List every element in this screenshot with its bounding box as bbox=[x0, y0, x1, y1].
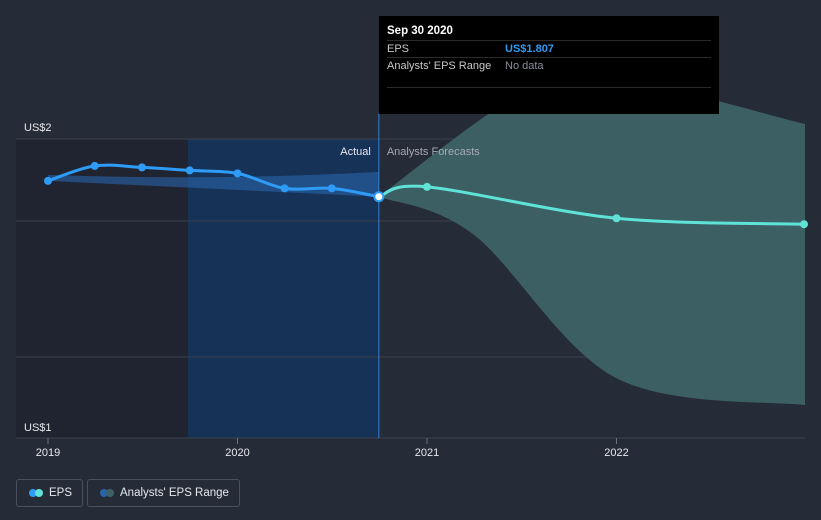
eps-points bbox=[44, 161, 808, 229]
eps-point bbox=[280, 184, 289, 193]
tooltip-eps-row: EPS US$1.807 bbox=[387, 40, 711, 58]
y-tick-label: US$1 bbox=[24, 422, 52, 434]
eps-point bbox=[137, 163, 146, 172]
legend-range-swatch-icon bbox=[100, 489, 114, 497]
eps-current-point bbox=[373, 191, 385, 203]
tooltip-date: Sep 30 2020 bbox=[387, 25, 453, 37]
legend-eps-range[interactable]: Analysts' EPS Range bbox=[87, 479, 240, 507]
eps-point bbox=[233, 169, 242, 178]
legend-eps-swatch-icon bbox=[29, 489, 43, 497]
x-tick-label: 2022 bbox=[604, 447, 628, 459]
forecast-region-label: Analysts Forecasts bbox=[387, 146, 480, 158]
legend-eps-label: EPS bbox=[49, 487, 73, 499]
legend-eps[interactable]: EPS bbox=[16, 479, 84, 507]
actual-region-label: Actual bbox=[340, 146, 371, 158]
eps-forecast-point bbox=[800, 220, 808, 229]
tooltip-range-row: Analysts' EPS Range No data bbox=[387, 57, 711, 75]
tooltip-range-value: No data bbox=[505, 60, 544, 72]
axis-labels: US$2 US$1 2019 2020 2021 2022 bbox=[24, 122, 629, 459]
eps-point bbox=[327, 184, 336, 193]
forecast-range-band bbox=[378, 76, 805, 406]
eps-forecast-point bbox=[612, 214, 621, 223]
x-tick-label: 2020 bbox=[225, 447, 249, 459]
past-shade-region bbox=[16, 139, 188, 438]
hover-tooltip: Sep 30 2020 EPS US$1.807 Analysts' EPS R… bbox=[379, 16, 719, 114]
x-tick-label: 2021 bbox=[415, 447, 439, 459]
legend-range-label: Analysts' EPS Range bbox=[120, 487, 229, 499]
tooltip-range-label: Analysts' EPS Range bbox=[387, 60, 492, 72]
eps-point bbox=[185, 166, 194, 175]
tooltip-eps-label: EPS bbox=[387, 43, 410, 55]
x-tick-label: 2019 bbox=[36, 447, 60, 459]
y-tick-label: US$2 bbox=[24, 122, 52, 134]
tooltip-eps-value: US$1.807 bbox=[505, 43, 554, 55]
eps-point bbox=[44, 176, 52, 185]
eps-forecast-point bbox=[423, 182, 431, 191]
eps-point bbox=[90, 161, 99, 170]
eps-forecast-line bbox=[378, 184, 805, 226]
tooltip-divider bbox=[387, 87, 711, 88]
